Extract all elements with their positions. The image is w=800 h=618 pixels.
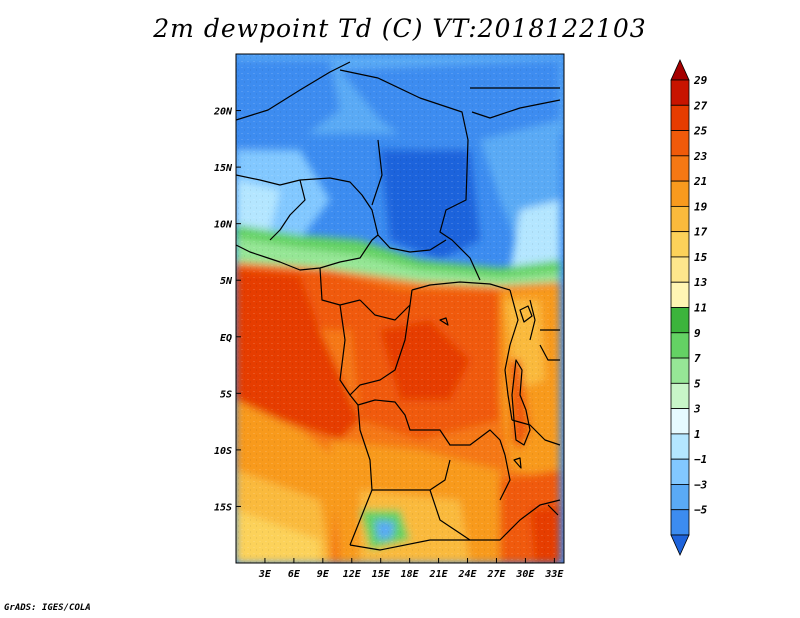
lon-tick-label: 33E (544, 569, 564, 580)
colorbar-label: 17 (694, 226, 708, 239)
map-title: 2m dewpoint Td (C) VT:2018122103 (153, 14, 647, 43)
colorbar-swatch (670, 104, 690, 131)
colorbar-swatch (670, 357, 690, 384)
colorbar-bottom-arrow (670, 534, 690, 556)
lat-tick-label: EQ (220, 333, 232, 344)
colorbar-swatch (670, 256, 690, 283)
dewpoint-fill (236, 54, 564, 563)
lon-tick-label: 24E (457, 569, 477, 580)
colorbar-label: −1 (694, 453, 707, 466)
colorbar-label: 5 (694, 377, 701, 390)
lon-tick-label: 12E (343, 569, 362, 580)
colorbar-label: 9 (694, 327, 701, 340)
colorbar-swatch (670, 332, 690, 359)
lon-tick-label: 18E (401, 569, 420, 580)
lat-tick-label: 5S (220, 389, 232, 400)
colorbar-label: 11 (694, 302, 707, 315)
colorbar-legend: 29 27 25 23 21 19 17 15 13 11 9 7 5 3 1 −1 −3 −5 (670, 59, 708, 556)
lon-tick-label: 21E (429, 569, 449, 580)
plot-frame (235, 53, 565, 564)
lat-tick-label: 5N (220, 276, 233, 287)
lat-tick-label: 20N (213, 107, 233, 118)
lat-tick-label: 10N (214, 220, 233, 231)
colorbar-swatch (670, 205, 690, 233)
colorbar-swatch (670, 433, 690, 460)
colorbar-label: 19 (694, 200, 708, 213)
colorbar-label: 25 (693, 125, 708, 138)
lon-tick-label: 6E (288, 569, 301, 580)
lon-tick-label: 3E (258, 569, 272, 580)
country-borders (236, 61, 561, 551)
colorbar-swatch (670, 408, 690, 435)
colorbar-label: 13 (694, 276, 708, 289)
lon-tick-label: 27E (486, 569, 506, 580)
colorbar-label: 21 (693, 175, 707, 188)
lat-tick-label: 10S (214, 446, 232, 457)
grads-credit: GrADS: IGES/COLA (4, 603, 91, 613)
colorbar-label: 3 (693, 403, 701, 416)
colorbar-swatch (670, 458, 690, 485)
colorbar-swatch (670, 79, 690, 106)
colorbar-label: 27 (693, 99, 708, 112)
colorbar-swatch (670, 155, 690, 182)
lat-tick-label: 15N (214, 163, 233, 174)
colorbar-swatch (670, 180, 690, 207)
lon-tick-label: 9E (317, 569, 330, 580)
colorbar-label: 23 (693, 150, 708, 163)
colorbar-swatch (670, 484, 690, 511)
lat-tick-label: 15S (214, 502, 232, 513)
colorbar-swatch (670, 130, 690, 157)
colorbar-swatch (670, 281, 690, 308)
colorbar-label: 1 (694, 428, 701, 441)
colorbar-label: −5 (694, 504, 708, 517)
colorbar-label: 29 (693, 74, 708, 87)
longitude-axis: 3E 6E 9E 12E 15E 18E 21E 24E 27E 30E 33E (258, 558, 564, 580)
colorbar-label: 7 (694, 352, 701, 365)
colorbar-top-arrow (670, 59, 690, 81)
colorbar-swatch (670, 509, 690, 536)
colorbar-swatch (670, 307, 690, 334)
lon-tick-label: 15E (372, 569, 391, 580)
colorbar-swatch (670, 382, 690, 410)
lon-tick-label: 30E (515, 569, 535, 580)
colorbar-label: −3 (694, 478, 708, 491)
latitude-axis: 20N 15N 10N 5N EQ 5S 10S 15S (213, 107, 241, 513)
colorbar-swatch (670, 231, 690, 258)
colorbar-label: 15 (694, 251, 708, 264)
